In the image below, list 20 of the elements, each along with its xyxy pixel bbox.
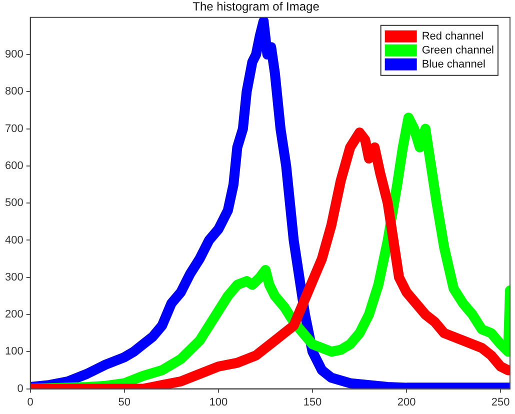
x-tick-label: 50 [118,396,131,408]
y-tick-label: 800 [4,86,24,98]
y-tick-label: 100 [4,346,24,358]
legend-label: Green channel [422,44,494,56]
legend-label: Blue channel [422,58,486,70]
legend-label: Red channel [422,30,484,42]
chart-title: The histogram of Image [192,0,320,14]
x-tick-label: 200 [397,396,416,408]
y-tick-label: 400 [4,234,24,246]
x-tick-label: 150 [303,396,322,408]
y-tick-label: 600 [4,160,24,172]
x-tick-label: 0 [27,396,34,408]
y-tick-label: 300 [4,271,24,284]
x-tick-label: 250 [491,396,510,408]
y-tick-label: 500 [4,197,24,210]
y-tick-label: 200 [4,308,24,321]
x-tick-label: 100 [209,396,228,408]
y-tick-label: 0 [17,382,24,395]
y-tick-label: 900 [4,48,24,61]
y-tick-label: 700 [4,122,24,135]
